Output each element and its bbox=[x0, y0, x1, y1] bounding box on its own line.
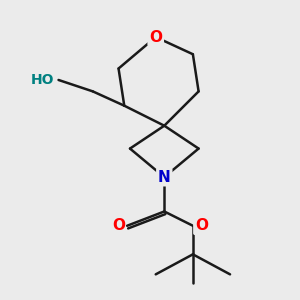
Text: O: O bbox=[195, 218, 208, 233]
Text: N: N bbox=[158, 170, 171, 185]
Text: HO: HO bbox=[31, 73, 54, 87]
Text: O: O bbox=[149, 30, 162, 45]
Text: O: O bbox=[112, 218, 125, 233]
